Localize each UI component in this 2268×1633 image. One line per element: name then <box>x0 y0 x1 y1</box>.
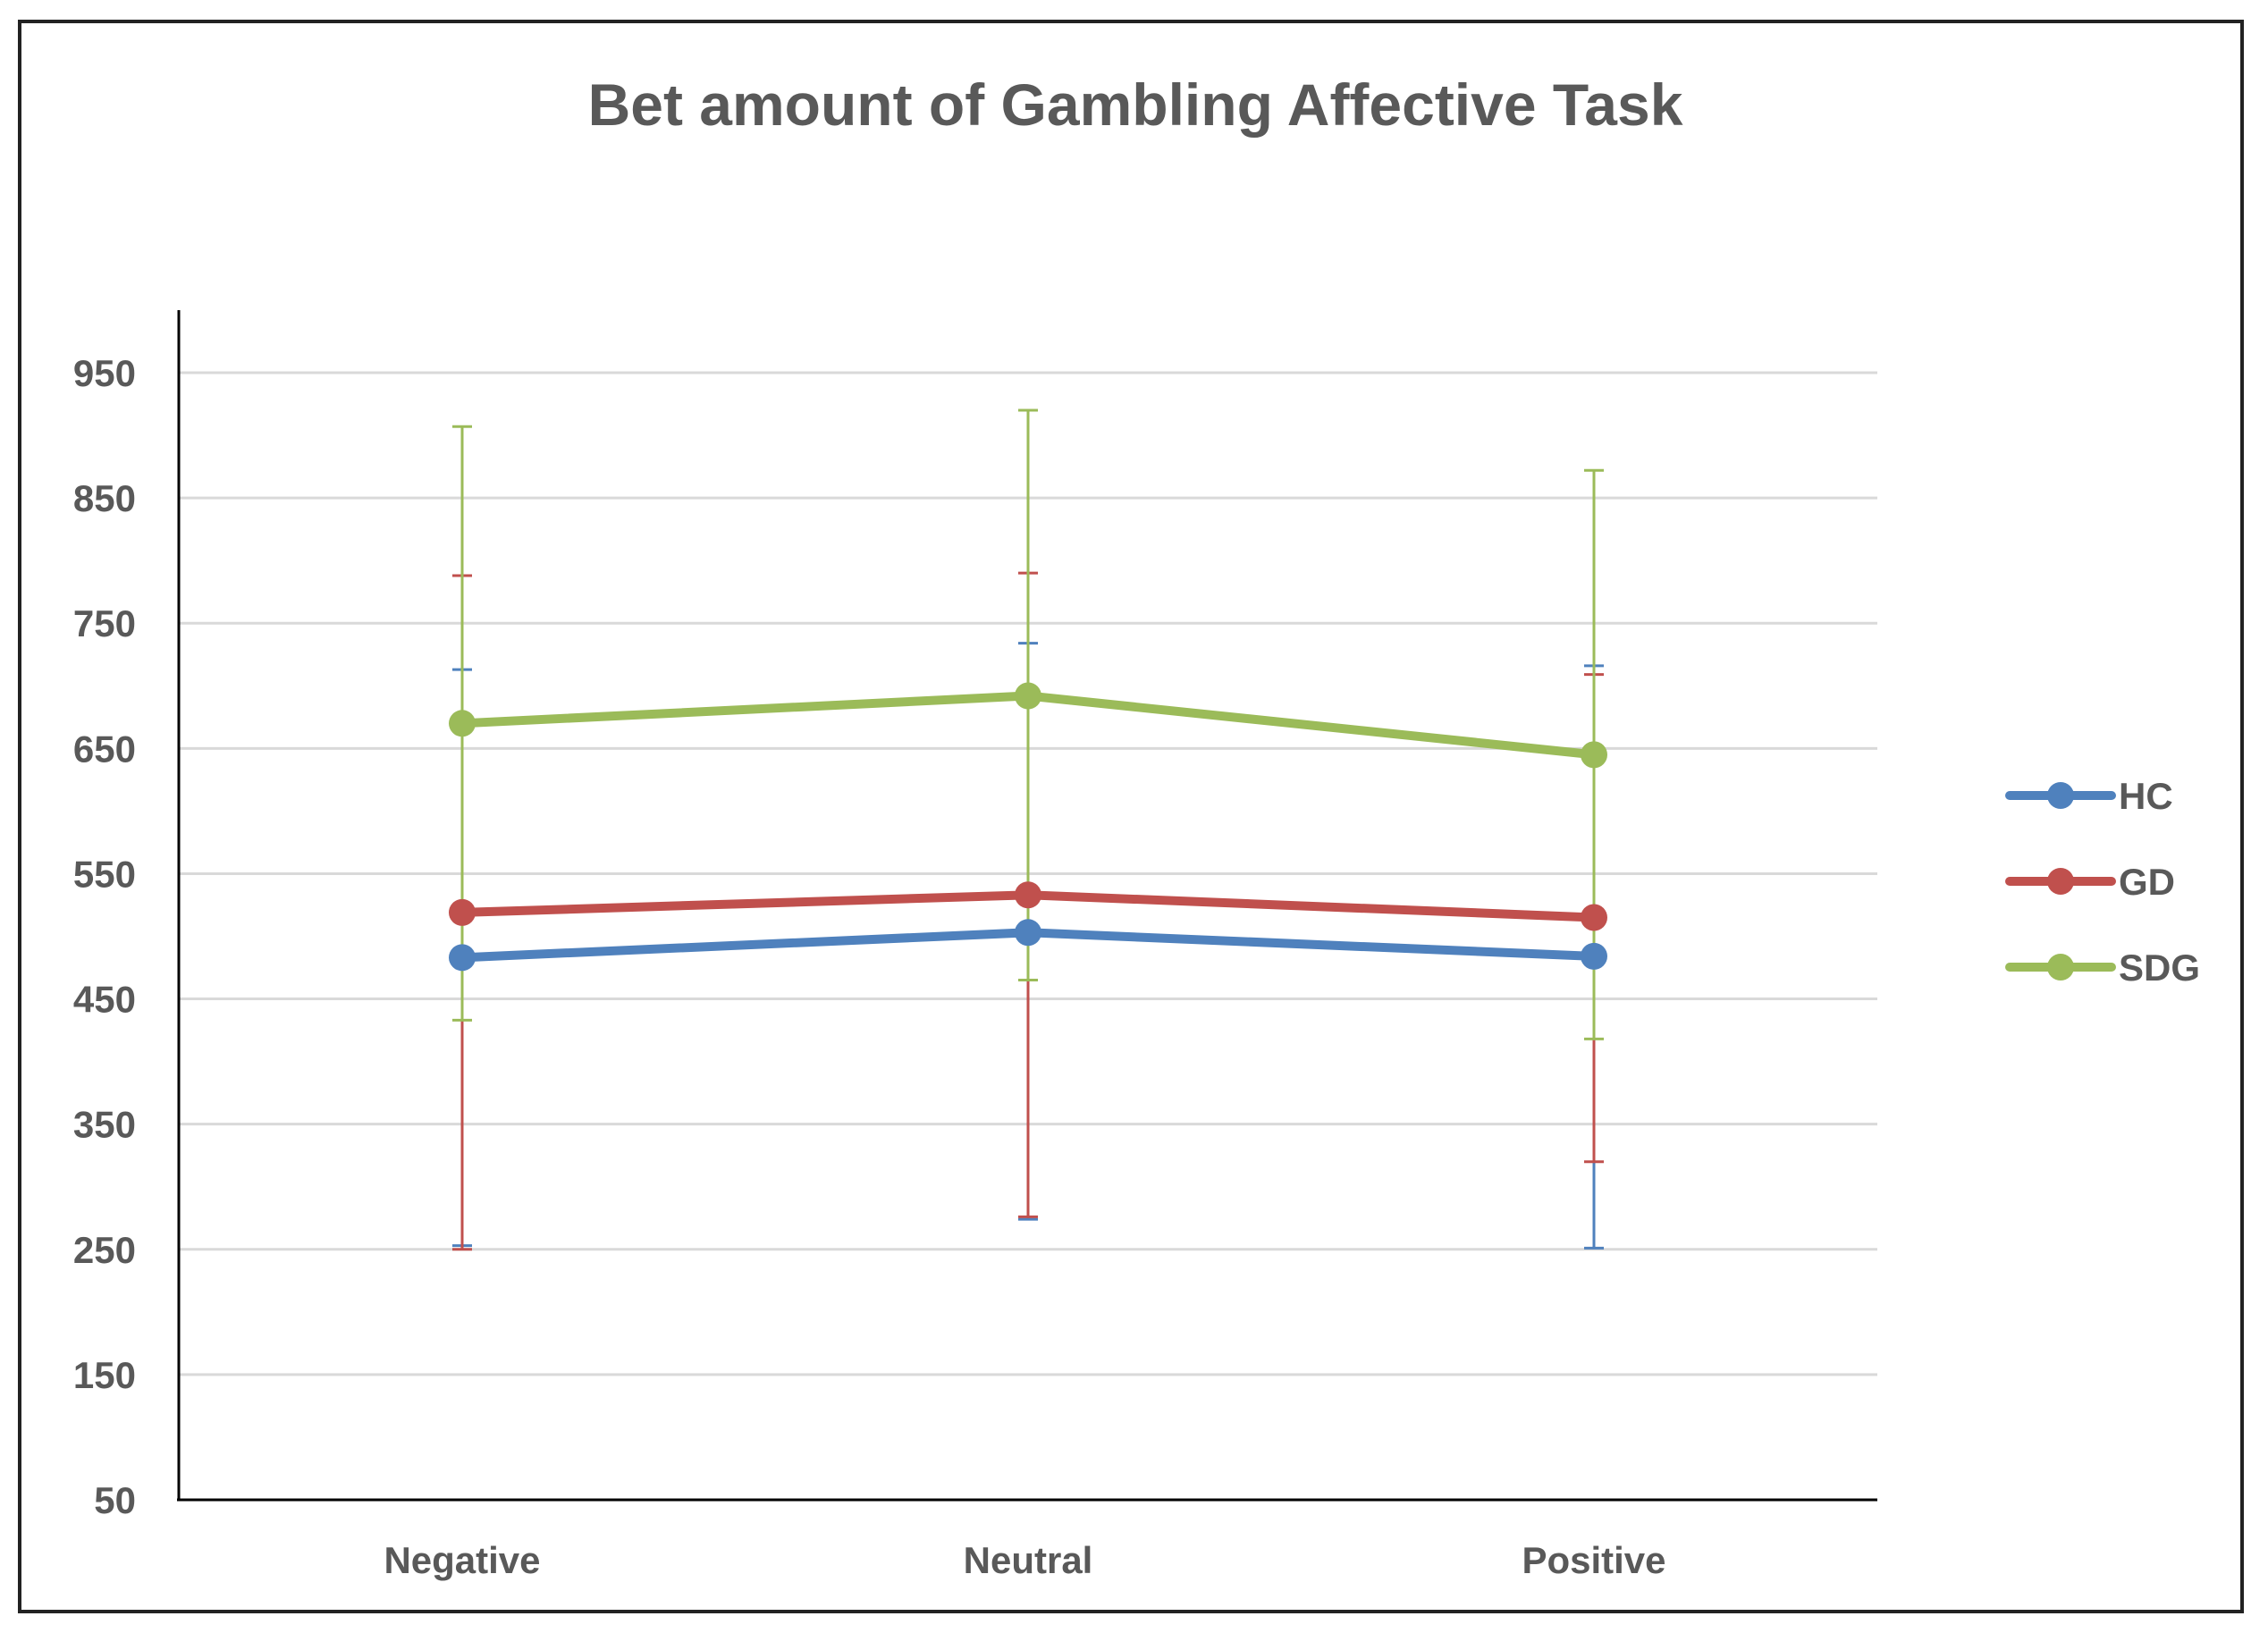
legend-item-gd: GD <box>2005 861 2175 903</box>
x-axis-ticks: Negative Neutral Positive <box>384 1539 1665 1581</box>
y-tick-label: 150 <box>73 1354 136 1396</box>
data-point-gd <box>449 898 476 926</box>
data-point-gd <box>1581 904 1607 931</box>
series-lines <box>449 682 1607 972</box>
legend-label: GD <box>2119 861 2175 903</box>
data-point-sdg <box>449 710 476 737</box>
y-tick-label: 950 <box>73 352 136 394</box>
data-point-sdg <box>1015 682 1041 710</box>
y-tick-label: 350 <box>73 1104 136 1146</box>
legend-swatch-marker <box>2047 782 2074 809</box>
y-tick-label: 650 <box>73 728 136 770</box>
y-tick-label: 250 <box>73 1229 136 1271</box>
x-tick-label: Neutral <box>964 1539 1093 1581</box>
y-tick-label: 450 <box>73 979 136 1021</box>
y-tick-label: 50 <box>94 1479 136 1521</box>
legend-label: HC <box>2119 775 2173 817</box>
y-tick-label: 850 <box>73 477 136 519</box>
data-point-hc <box>1581 942 1607 970</box>
data-point-hc <box>1015 919 1041 947</box>
legend-swatch-marker <box>2047 868 2074 895</box>
legend-item-sdg: SDG <box>2005 947 2200 989</box>
data-point-gd <box>1015 881 1041 909</box>
legend: HC GD SDG <box>2005 775 2200 989</box>
x-tick-label: Positive <box>1522 1539 1665 1581</box>
y-tick-label: 750 <box>73 602 136 644</box>
data-point-sdg <box>1581 741 1607 769</box>
legend-swatch-marker <box>2047 954 2074 981</box>
legend-label: SDG <box>2119 947 2200 989</box>
legend-item-hc: HC <box>2005 775 2173 817</box>
y-axis-ticks: 50 150 250 350 450 550 650 750 850 950 <box>73 352 136 1521</box>
y-tick-label: 550 <box>73 853 136 895</box>
x-tick-label: Negative <box>384 1539 540 1581</box>
chart-title: Bet amount of Gambling Affective Task <box>588 72 1683 138</box>
data-point-hc <box>449 944 476 972</box>
chart-frame <box>18 20 2244 1613</box>
axes <box>177 310 1877 1502</box>
